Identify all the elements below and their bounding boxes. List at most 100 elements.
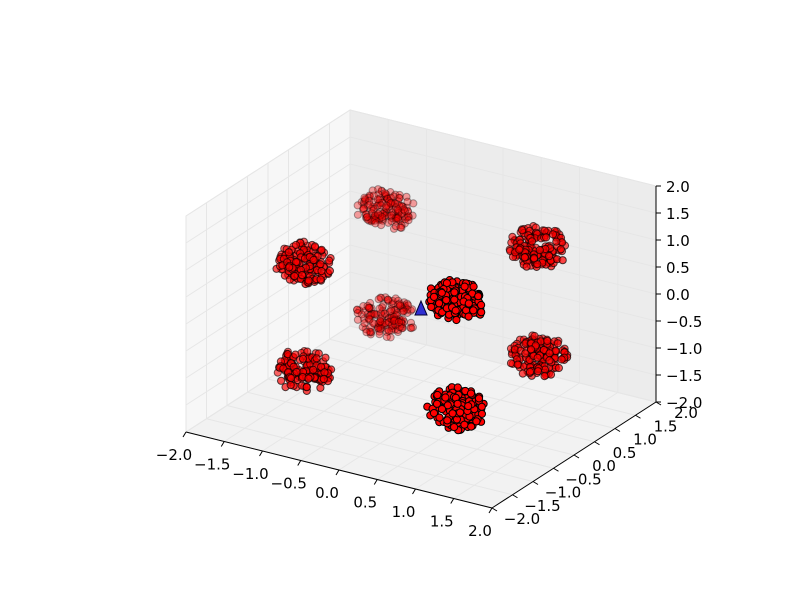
- data-point: [395, 314, 404, 323]
- x-tick-label: −0.5: [271, 475, 307, 493]
- data-point: [374, 322, 383, 331]
- data-point: [375, 321, 384, 331]
- y-tick-label: 0.0: [592, 457, 616, 475]
- data-point: [386, 199, 395, 208]
- data-point: [290, 272, 299, 281]
- data-point: [363, 301, 372, 311]
- data-point: [406, 318, 416, 327]
- data-point: [377, 198, 386, 207]
- data-point: [391, 294, 400, 303]
- data-point: [376, 318, 385, 327]
- data-point: [392, 320, 401, 329]
- center-marker: [414, 299, 428, 316]
- data-point: [397, 322, 406, 331]
- data-point: [375, 330, 384, 339]
- data-point: [515, 245, 524, 254]
- data-point: [367, 217, 376, 226]
- z-tick-label: 0.5: [666, 259, 690, 277]
- data-point: [408, 211, 417, 220]
- data-point: [393, 200, 402, 209]
- data-point: [370, 214, 379, 223]
- z-tick-label: −0.5: [666, 313, 702, 331]
- data-point: [443, 416, 452, 425]
- data-point: [375, 215, 384, 225]
- x-tick-label: 1.5: [430, 513, 454, 531]
- data-point: [376, 208, 385, 217]
- data-point: [373, 201, 382, 210]
- data-point: [397, 324, 407, 333]
- data-point: [378, 303, 387, 312]
- data-point: [385, 307, 394, 316]
- data-point: [361, 196, 370, 205]
- data-point: [404, 213, 413, 222]
- data-point: [367, 216, 376, 225]
- data-point: [316, 260, 325, 269]
- data-point: [395, 299, 404, 308]
- data-point: [404, 301, 413, 310]
- y-tick-label: 0.5: [613, 444, 637, 462]
- grid-line: [185, 136, 351, 244]
- data-point: [362, 213, 371, 222]
- data-point: [392, 213, 401, 223]
- data-point: [359, 205, 368, 214]
- data-point: [394, 212, 403, 222]
- data-point: [381, 293, 390, 302]
- data-point: [399, 317, 409, 326]
- data-point: [375, 195, 384, 204]
- data-point: [364, 193, 373, 202]
- data-point: [406, 306, 415, 315]
- data-point: [376, 194, 385, 203]
- y-tick: [573, 454, 580, 459]
- data-point: [401, 215, 410, 224]
- data-point: [460, 420, 469, 429]
- data-point: [375, 198, 384, 207]
- grid-line: [349, 163, 657, 241]
- data-point: [408, 305, 417, 314]
- y-tick: [614, 428, 621, 432]
- data-point: [386, 200, 396, 209]
- data-point: [520, 253, 529, 262]
- data-point: [400, 206, 409, 216]
- data-point: [387, 312, 396, 321]
- data-point: [389, 192, 398, 201]
- data-point: [429, 292, 439, 301]
- data-point: [388, 296, 397, 306]
- data-point: [388, 316, 397, 325]
- z-tick-label: 1.5: [666, 205, 690, 223]
- data-point: [374, 190, 383, 199]
- data-point: [378, 311, 387, 320]
- data-point: [360, 319, 369, 328]
- data-point: [376, 317, 385, 326]
- data-point: [391, 190, 400, 199]
- data-point: [546, 370, 556, 379]
- data-point: [376, 293, 385, 302]
- x-tick: [450, 498, 455, 504]
- data-point: [365, 191, 374, 200]
- data-point: [391, 320, 400, 329]
- x-tick: [259, 450, 263, 457]
- data-point: [387, 326, 396, 335]
- data-point: [401, 303, 410, 312]
- data-point: [522, 262, 531, 271]
- data-point: [372, 214, 381, 223]
- data-point: [443, 401, 452, 410]
- data-point: [398, 320, 407, 329]
- data-point: [367, 327, 376, 337]
- data-point: [380, 212, 389, 221]
- data-point: [365, 311, 374, 320]
- y-tick: [512, 494, 518, 499]
- data-point: [392, 315, 401, 324]
- data-point: [277, 376, 286, 385]
- data-point: [435, 299, 444, 308]
- data-point: [371, 219, 380, 228]
- data-point: [527, 237, 537, 246]
- data-point: [360, 307, 369, 316]
- data-point: [394, 296, 403, 305]
- x-tick: [488, 507, 493, 514]
- data-point: [442, 296, 451, 305]
- data-point: [325, 256, 334, 265]
- data-point: [392, 217, 401, 226]
- data-point: [402, 203, 411, 212]
- data-point: [312, 354, 321, 363]
- data-point: [387, 217, 396, 226]
